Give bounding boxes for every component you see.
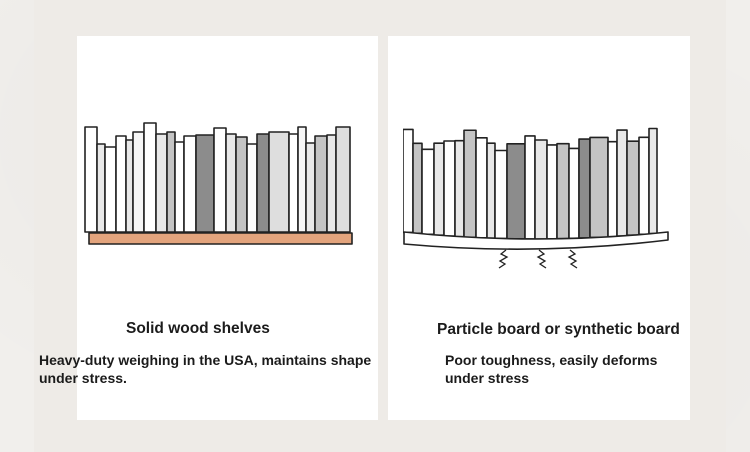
book (443, 140, 456, 237)
book (607, 140, 618, 238)
solid-wood-title: Solid wood shelves (126, 320, 270, 337)
book (494, 149, 508, 240)
book (486, 142, 496, 239)
book (524, 135, 536, 240)
book (568, 147, 580, 240)
book (403, 128, 414, 234)
book (578, 138, 591, 239)
book (454, 139, 465, 238)
book (421, 148, 435, 236)
wood-shelf-board (88, 232, 353, 245)
book (616, 129, 628, 237)
book (556, 142, 570, 240)
book (638, 136, 650, 236)
straight-shelf-with-books-icon (84, 122, 353, 245)
book (506, 143, 526, 240)
book (475, 137, 488, 239)
book (589, 136, 609, 239)
book (648, 127, 658, 235)
book (463, 129, 477, 239)
book (433, 142, 445, 237)
stress-crack-icon (498, 249, 578, 269)
bent-board (403, 231, 669, 250)
book (546, 144, 558, 240)
bending-shelf-with-books-icon (403, 127, 669, 250)
particle-board-title: Particle board or synthetic board (437, 321, 680, 338)
book (335, 126, 351, 233)
particle-board-description: Poor toughness, easily deforms under str… (445, 352, 658, 386)
book (412, 142, 423, 235)
book (626, 140, 640, 237)
book (534, 139, 548, 240)
solid-wood-description: Heavy-duty weighing in the USA, maintain… (39, 352, 372, 386)
